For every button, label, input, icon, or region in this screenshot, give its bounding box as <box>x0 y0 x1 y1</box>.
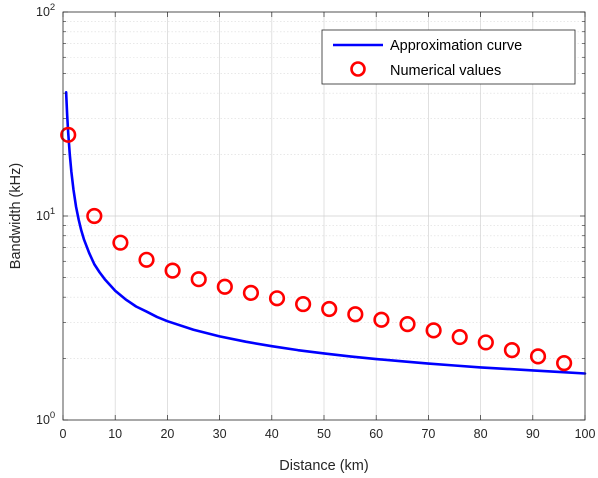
numerical-value-marker <box>477 334 494 351</box>
ticks <box>62 11 586 421</box>
numerical-value-marker <box>164 262 181 279</box>
legend: Approximation curve Numerical values <box>321 29 576 85</box>
x-tick-labels: 0 10 20 30 40 50 60 70 80 90 100 <box>60 427 596 441</box>
legend-box <box>321 29 576 85</box>
numerical-value-marker <box>295 295 312 313</box>
numerical-value-marker <box>503 342 521 359</box>
approximation-curve-line <box>64 91 587 375</box>
x-tick-label: 0 <box>60 427 67 441</box>
numerical-value-marker <box>425 322 442 339</box>
x-tick-label: 10 <box>108 427 122 441</box>
numerical-value-marker <box>451 328 468 346</box>
numerical-value-marker <box>373 311 390 328</box>
numerical-value-marker <box>529 348 547 365</box>
x-tick-label: 80 <box>474 427 488 441</box>
numerical-value-marker <box>268 290 286 307</box>
x-tick-label: 40 <box>265 427 279 441</box>
series-layer <box>60 91 587 375</box>
x-tick-label: 70 <box>421 427 435 441</box>
x-tick-label: 20 <box>160 427 174 441</box>
x-tick-label: 100 <box>575 427 596 441</box>
y-axis-label: Bandwidth (kHz) <box>8 163 24 269</box>
y-tick-label: 101 <box>36 206 55 223</box>
x-tick-label: 60 <box>369 427 383 441</box>
numerical-value-marker <box>321 300 338 318</box>
x-tick-label: 50 <box>317 427 331 441</box>
x-axis-label: Distance (km) <box>279 458 368 474</box>
legend-marker-swatch <box>350 61 366 77</box>
numerical-value-marker <box>86 207 103 225</box>
numerical-value-marker <box>190 271 207 288</box>
numerical-value-marker <box>60 126 77 143</box>
y-tick-labels: 100 101 102 <box>36 2 55 427</box>
y-tick-label: 102 <box>36 2 55 19</box>
numerical-value-marker <box>216 278 233 295</box>
minor-grid <box>63 21 585 359</box>
numerical-value-marker <box>347 306 364 323</box>
numerical-value-marker <box>138 251 155 268</box>
legend-label-approximation: Approximation curve <box>390 38 522 54</box>
x-tick-label: 90 <box>526 427 540 441</box>
numerical-value-marker <box>399 316 416 333</box>
legend-label-numerical: Numerical values <box>390 63 501 79</box>
y-tick-label: 100 <box>36 410 55 427</box>
numerical-value-marker <box>112 234 129 251</box>
x-tick-label: 30 <box>213 427 227 441</box>
numerical-value-marker <box>556 355 573 372</box>
numerical-value-marker <box>242 284 260 301</box>
